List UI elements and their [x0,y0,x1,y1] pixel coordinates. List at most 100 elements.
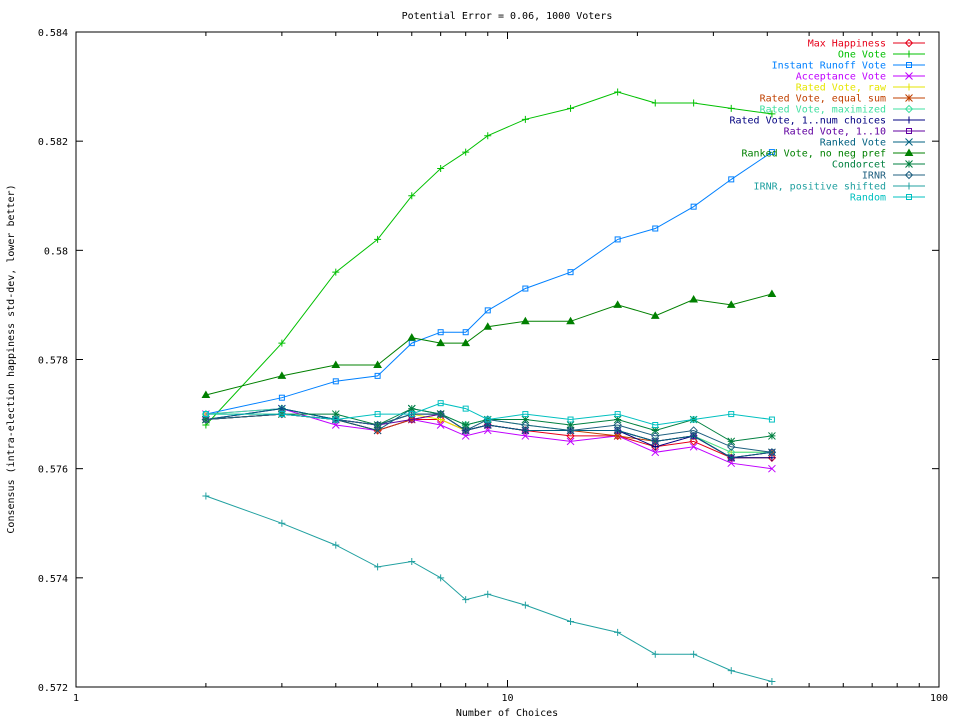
y-tick-label: 0.58 [44,246,68,257]
data-point [651,431,660,441]
data-point [484,132,492,140]
legend-entry-label: Acceptance Vote [796,72,886,83]
data-point [614,236,621,243]
data-point [566,426,575,435]
data-point [373,420,382,430]
legend-marker [904,170,914,180]
data-point [278,404,286,413]
data-point [522,411,529,418]
data-point [462,148,470,156]
data-point [768,678,776,686]
data-point [483,426,492,435]
data-point [407,404,416,413]
data-point [373,360,382,368]
data-point [768,149,775,156]
data-point [373,426,382,435]
data-point [201,390,211,398]
data-point [690,99,698,107]
data-point [650,311,660,319]
y-axis-label: Consensus (intra-election happiness std-… [6,184,17,533]
axis-ticks: 0.572 0.574 0.576 0.578 0.58 0.582 0.584 1 10 100 [38,28,948,704]
data-point [278,394,285,401]
legend-entry-label: Rated Vote, 1..10 [784,127,886,138]
data-point [461,338,471,347]
data-point [522,285,529,292]
y-tick-label: 0.572 [38,683,68,694]
data-point [652,225,659,232]
series-layer [201,88,777,686]
data-point [332,541,340,549]
legend-entry-label: Ranked Vote [820,138,886,149]
data-point [374,235,382,243]
data-point [462,329,469,336]
data-point [728,176,735,183]
data-point [461,426,470,435]
data-point [689,294,699,303]
data-point [690,416,697,423]
x-axis-label: Number of Choices [456,708,558,719]
data-point [651,448,660,457]
series-line [205,495,773,682]
legend-marker [905,94,913,102]
data-point [651,426,660,435]
data-point [483,421,492,429]
data-point [689,432,698,440]
data-point [567,618,575,625]
data-point [436,421,445,429]
data-point [521,415,530,424]
data-point [332,416,339,423]
data-point [521,432,530,440]
legend-entry-label: IRNR, positive shifted [754,182,886,193]
data-point [484,307,491,314]
y-tick-label: 0.584 [38,28,68,39]
legend-entry-label: One Vote [838,50,886,61]
legend-marker [905,116,913,124]
data-point [436,415,445,424]
data-point [437,164,445,172]
legend-entry-label: Rated Vote, 1..num choices [729,116,886,127]
series-line [205,408,772,459]
data-point [567,269,574,276]
series-line [205,91,772,426]
data-point [726,300,736,308]
data-point [374,563,382,571]
data-point [483,322,493,330]
legend-marker [905,160,913,168]
data-point [613,426,622,435]
data-point [437,574,445,582]
data-point [613,300,623,308]
legend-marker [906,62,912,68]
series-ranked-vote-no-neg-pref [201,289,777,398]
data-point [652,422,659,428]
data-point [202,411,209,418]
data-point [689,426,698,435]
data-point [520,316,530,325]
data-point [566,421,575,429]
legend-marker [905,50,913,58]
data-point [374,411,381,418]
series-rated-vote-1-num-choices [202,405,776,462]
data-point [437,329,444,336]
series-ranked-vote [202,404,776,462]
data-point [614,411,621,418]
data-point [767,448,777,457]
legend-entry-label: Rated Vote, raw [796,83,887,94]
data-point [201,415,211,424]
data-point [332,378,339,385]
data-point [613,431,622,441]
data-point [727,442,736,452]
data-point [690,203,697,210]
data-point [651,99,659,107]
legend-entry-label: Rated Vote, equal sum [760,94,886,105]
chart-title: Potential Error = 0.06, 1000 Voters [402,11,613,22]
data-point [408,557,416,565]
series-line [205,408,772,459]
data-point [614,628,622,636]
data-point [727,437,736,446]
data-point [651,443,659,451]
data-point [728,411,735,418]
x-tick-label: 1 [73,693,79,704]
data-point [727,459,736,468]
data-point [689,437,698,446]
